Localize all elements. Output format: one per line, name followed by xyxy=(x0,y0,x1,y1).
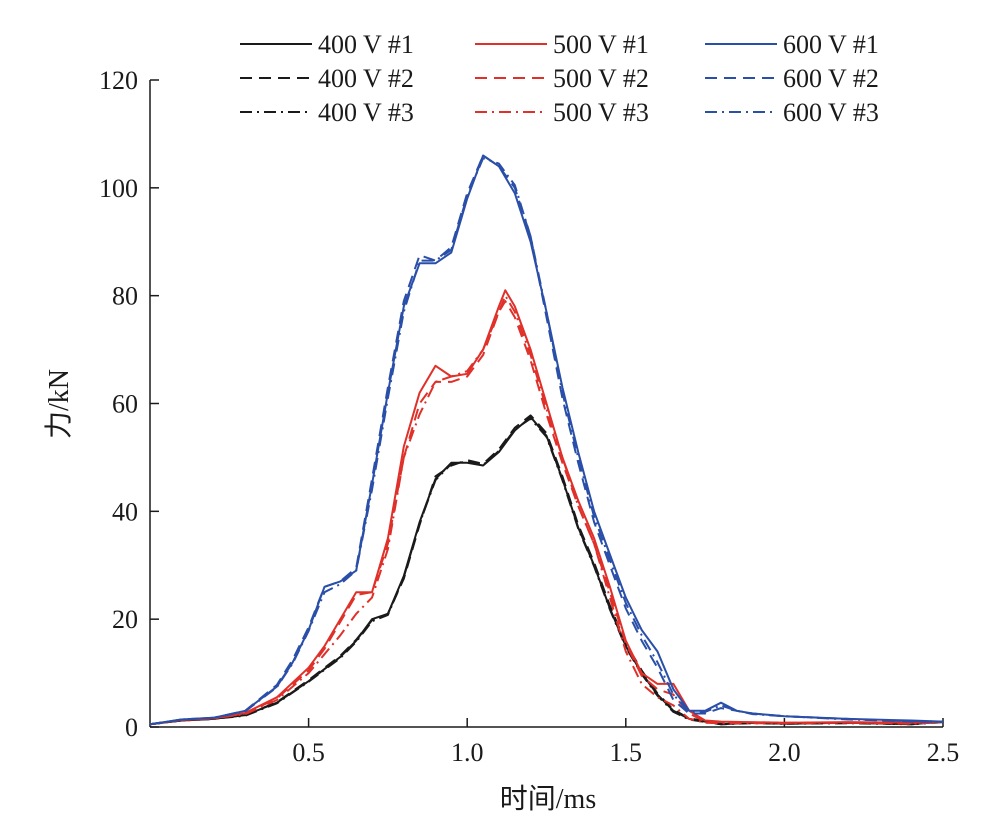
series-line xyxy=(149,289,944,726)
series-line xyxy=(149,417,944,726)
y-tick-label: 80 xyxy=(112,282,138,311)
y-tick-label: 20 xyxy=(112,605,138,634)
y-tick-label: 40 xyxy=(112,497,138,526)
x-tick-label: 2.5 xyxy=(927,738,960,767)
legend-label: 600 V #2 xyxy=(783,64,879,93)
legend-label: 500 V #2 xyxy=(553,64,649,93)
legend-label: 400 V #3 xyxy=(318,98,414,127)
legend-label: 500 V #3 xyxy=(553,98,649,127)
y-tick-label: 0 xyxy=(125,713,138,742)
series-line xyxy=(149,300,944,726)
y-tick-label: 120 xyxy=(99,66,138,95)
series-line xyxy=(149,157,944,726)
series-line xyxy=(149,414,944,726)
x-tick-label: 1.0 xyxy=(451,738,484,767)
axes: 0 20 40 60 80 100 120 0.5 1.0 1.5 2.0 2.5 xyxy=(99,66,959,767)
y-tick-label: 60 xyxy=(112,390,138,419)
plot-area xyxy=(149,154,944,726)
x-tick-label: 1.5 xyxy=(610,738,643,767)
series-line xyxy=(149,294,944,726)
series-line xyxy=(149,154,944,726)
legend-label: 400 V #2 xyxy=(318,64,414,93)
x-axis-title: 时间/ms xyxy=(500,783,596,815)
legend-label: 500 V #1 xyxy=(553,30,649,59)
x-tick-label: 2.0 xyxy=(768,738,801,767)
y-axis-title: 力/kN xyxy=(43,369,75,439)
x-tick-label: 0.5 xyxy=(292,738,325,767)
series-line xyxy=(149,416,944,726)
legend-label: 400 V #1 xyxy=(318,30,414,59)
legend-label: 600 V #1 xyxy=(783,30,879,59)
legend: 400 V #1 400 V #2 400 V #3 500 V #1 500 V #2… xyxy=(240,30,879,127)
y-tick-label: 100 xyxy=(99,174,138,203)
legend-label: 600 V #3 xyxy=(783,98,879,127)
series-line xyxy=(149,154,944,726)
